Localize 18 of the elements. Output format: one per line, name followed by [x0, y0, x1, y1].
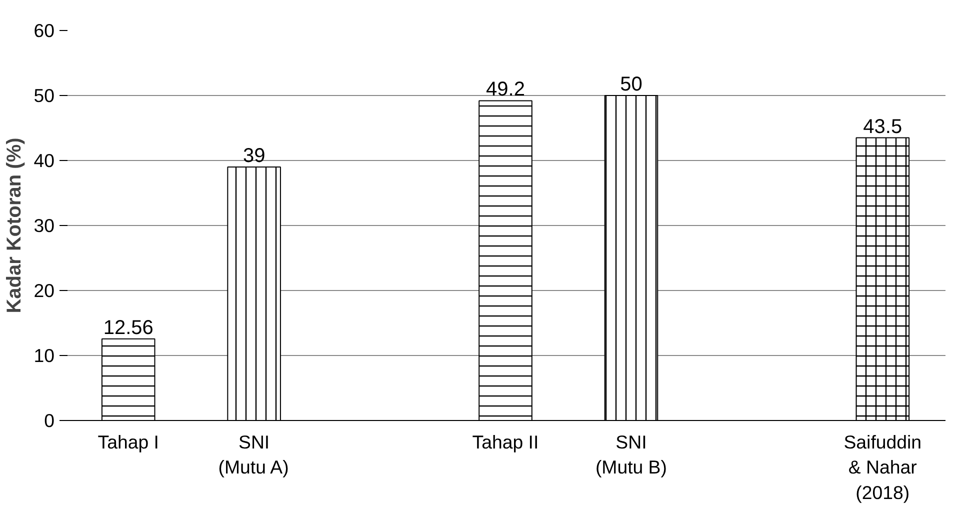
y-tick-label: 60: [34, 20, 55, 41]
data-label: 12.56: [103, 316, 154, 339]
y-axis-title: Kadar Kotoran (%): [4, 138, 26, 314]
y-tick-label: 40: [34, 150, 55, 171]
x-tick-label: Tahap I: [98, 432, 159, 452]
data-label: 50: [620, 74, 642, 96]
data-label: 43.5: [863, 116, 902, 138]
y-tick-label: 30: [34, 215, 55, 236]
y-tick-label: 0: [44, 410, 55, 431]
x-tick-label: SNI (Mutu B): [595, 432, 667, 478]
x-tick-label: Tahap II: [472, 432, 539, 452]
y-tick-label: 20: [34, 280, 55, 301]
x-tick-label: SNI (Mutu A): [218, 432, 289, 478]
x-tick-label: Saifuddin & Nahar (2018): [844, 432, 922, 503]
data-label: 39: [242, 145, 266, 167]
data-label: 49.2: [486, 78, 525, 101]
y-tick-label: 50: [34, 85, 55, 106]
y-tick-label: 10: [34, 345, 55, 366]
